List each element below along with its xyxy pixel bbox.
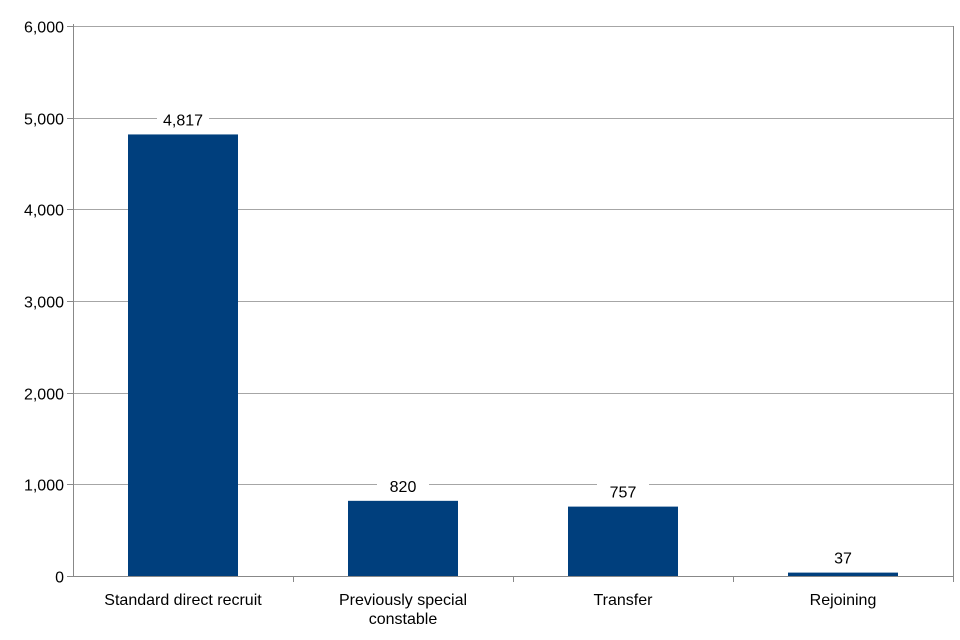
x-category-label: Transfer (594, 592, 654, 609)
x-category-label: Standard direct recruit (104, 592, 262, 609)
data-labels: 4,817 820 757 37 (157, 109, 869, 568)
y-tick-label: 4,000 (24, 203, 64, 220)
data-label: 4,817 (163, 112, 203, 129)
bar (788, 572, 898, 576)
bars (128, 134, 898, 577)
data-label: 820 (390, 479, 417, 496)
y-tick-label: 0 (55, 570, 64, 587)
x-category-label: Rejoining (810, 592, 877, 609)
data-label: 757 (610, 485, 637, 502)
y-tick-label: 2,000 (24, 387, 64, 404)
data-label: 37 (834, 551, 852, 568)
y-tick-label: 5,000 (24, 112, 64, 129)
bar (348, 500, 458, 576)
data-label-background (377, 475, 429, 495)
axes: 0 1,000 2,000 3,000 4,000 5,000 6,000 Standard … (24, 20, 954, 628)
data-label-background (157, 109, 209, 129)
data-label-background (597, 481, 649, 501)
bar (568, 506, 678, 576)
y-tick-label: 1,000 (24, 478, 64, 495)
bar (128, 134, 238, 577)
y-tick-label: 3,000 (24, 295, 64, 312)
x-category-label: Previously special (339, 592, 467, 609)
y-tick-label: 6,000 (24, 20, 64, 37)
data-label-background (817, 547, 869, 567)
x-category-label: constable (369, 611, 438, 628)
